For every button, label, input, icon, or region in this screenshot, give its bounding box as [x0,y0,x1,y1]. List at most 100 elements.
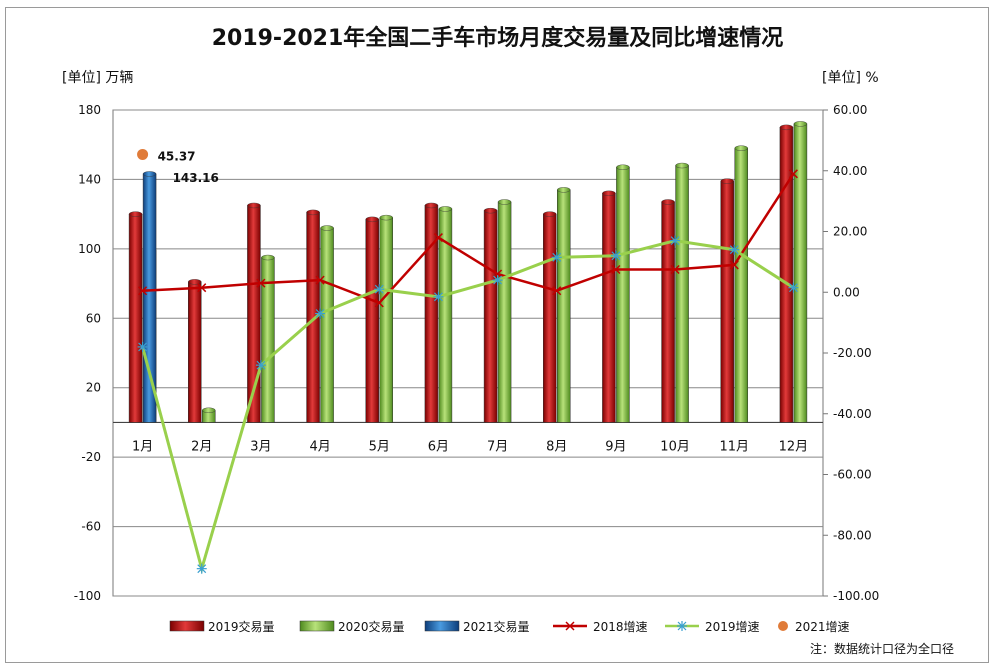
right-tick-label: 60.00 [833,103,867,117]
bar [497,201,512,423]
bar-cap [483,207,498,214]
category-label: 7月 [487,439,508,454]
right-tick-label: -100.00 [833,589,879,603]
data-label: 143.16 [173,171,219,185]
line-marker [256,360,266,370]
legend-label: 2019交易量 [208,619,275,634]
bar-cap [188,279,202,285]
left-tick-label: -100 [74,589,101,603]
bar-cap [365,216,379,223]
line-marker [611,251,621,261]
chart-title: 2019-2021年全国二手车市场月度交易量及同比增速情况 [211,26,784,51]
bar [365,219,379,423]
category-label: 2月 [191,439,212,454]
right-tick-label: 20.00 [833,225,867,239]
bar [616,167,630,423]
line-marker [197,283,207,293]
bar-cap [497,199,512,205]
bar [602,193,616,423]
bar-cap [720,178,734,184]
bar [320,227,334,423]
category-label: 6月 [428,439,449,454]
bar-cap [779,124,794,131]
bar [734,147,748,423]
bar-cap [661,199,675,205]
right-tick-label: -20.00 [833,346,872,360]
bar [543,213,557,423]
bar-cap [306,209,320,216]
bar [661,201,675,423]
footnote: 注：数据统计口径为全口径 [810,642,955,656]
category-label: 9月 [605,439,626,454]
category-label: 3月 [250,439,271,454]
right-tick-label: 0.00 [833,285,860,299]
bar [793,123,808,423]
legend-swatch [778,621,788,631]
line-marker [670,264,680,274]
bar-cap [602,190,616,197]
legend-label: 2019增速 [705,620,760,634]
bar-cap [247,202,261,209]
left-axis-unit: [单位] 万辆 [62,70,134,86]
line-marker [729,245,739,255]
line-marker [315,309,325,318]
right-tick-label: 40.00 [833,164,867,178]
bar-cap [320,225,334,231]
bar-cap [438,206,453,212]
left-tick-label: 100 [78,242,101,256]
plot-area [112,109,824,597]
legend-swatch [424,620,460,632]
line-marker [197,564,207,574]
bar-cap [261,254,275,261]
line-marker [374,298,384,308]
line-marker [611,264,621,274]
category-label: 11月 [719,439,749,454]
category-label: 12月 [779,439,809,454]
bar [379,217,393,423]
bar-cap [424,202,439,209]
right-axis-unit: [单位] % [822,70,879,86]
left-tick-label: -20 [81,450,101,464]
legend-swatch [169,620,205,632]
left-tick-label: -60 [81,520,101,534]
category-label: 5月 [369,439,390,454]
line-marker [256,278,266,288]
legend-marker [677,621,687,631]
category-label: 4月 [309,439,330,454]
category-label: 1月 [132,439,153,454]
category-label: 8月 [546,439,567,454]
bar [188,281,202,423]
legend-swatch [299,620,335,632]
left-tick-label: 20 [86,381,101,395]
line-marker [729,260,739,270]
category-label: 10月 [660,439,690,454]
bar-cap [128,211,143,217]
bar [483,210,498,423]
line-series [141,239,795,575]
bar-cap [675,162,689,169]
right-tick-label: -60.00 [833,468,872,482]
line-marker [670,236,680,246]
legend-label: 2018增速 [593,620,648,634]
line-marker [788,283,798,293]
line-marker [493,275,503,285]
line-marker [138,286,148,296]
bar-cap [793,121,808,127]
bar [128,213,143,423]
line-marker [433,233,443,243]
bar-cap [543,211,557,217]
line-marker [433,292,443,302]
line-series [142,173,795,305]
right-tick-label: -80.00 [833,528,872,542]
bar [720,180,734,423]
left-tick-label: 140 [78,172,101,186]
bar-cap [734,145,748,151]
bar-cap [142,171,157,177]
legend-marker [565,621,575,631]
legend-label: 2021增速 [795,620,850,634]
left-tick-label: 180 [78,103,101,117]
bar [675,165,689,423]
line-marker [138,342,148,352]
line-marker [315,275,325,285]
